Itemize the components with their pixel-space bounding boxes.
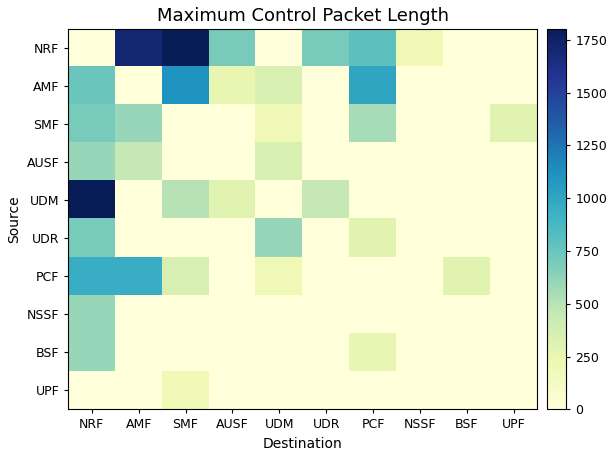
Y-axis label: Source: Source bbox=[7, 196, 21, 243]
X-axis label: Destination: Destination bbox=[263, 437, 343, 451]
Title: Maximum Control Packet Length: Maximum Control Packet Length bbox=[157, 7, 449, 25]
